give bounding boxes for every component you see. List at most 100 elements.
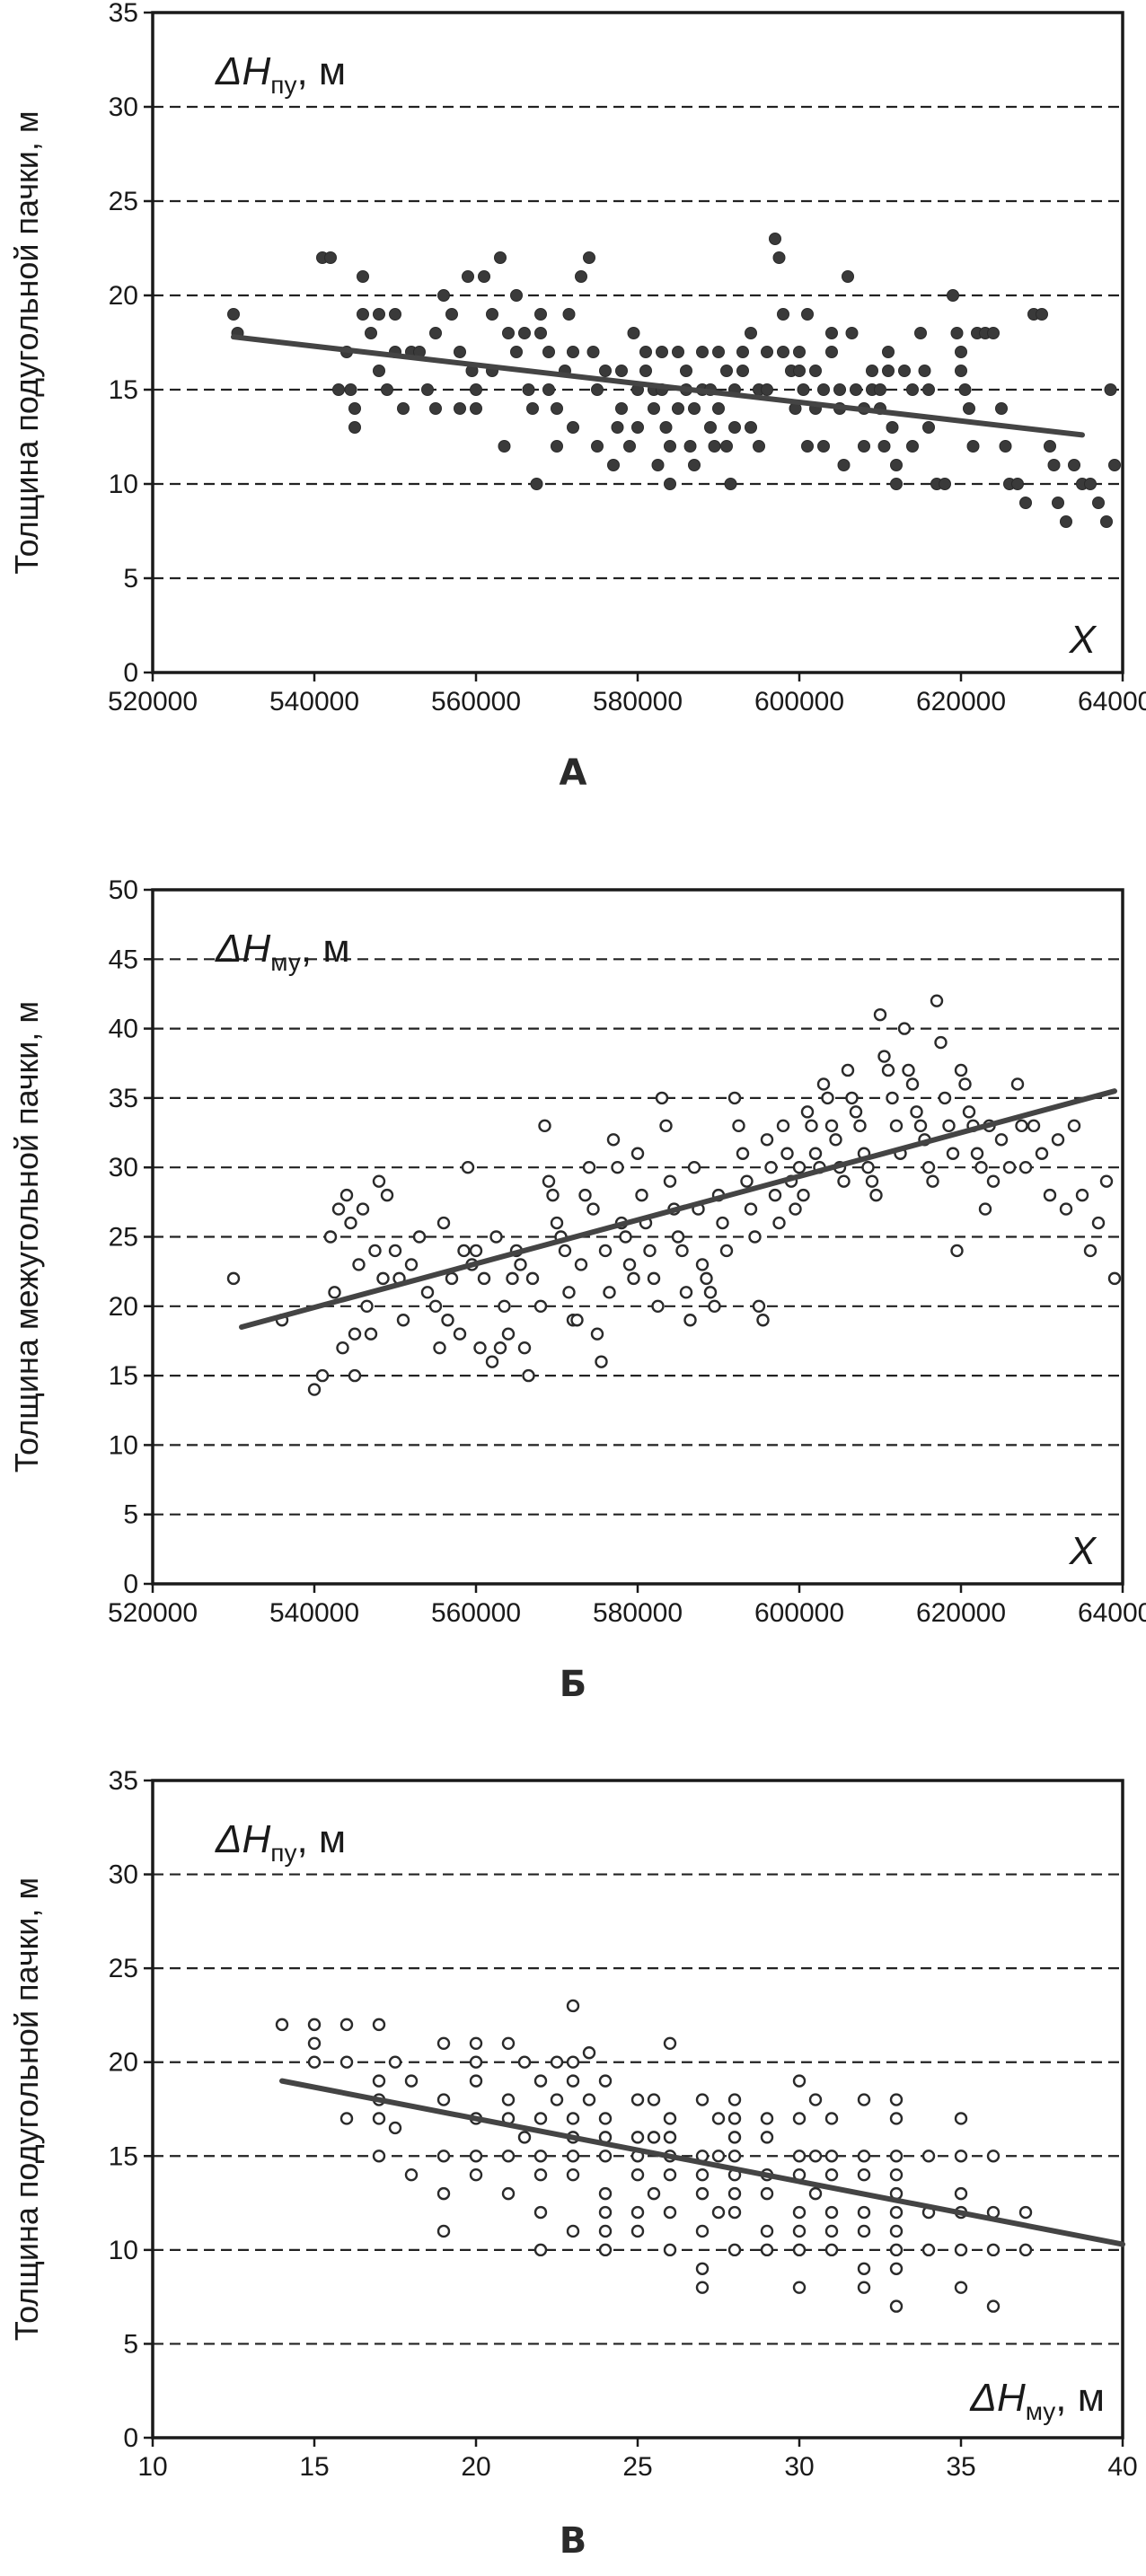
data-point: [372, 2150, 386, 2163]
data-point: [591, 383, 604, 396]
data-point: [727, 2186, 742, 2201]
data-point: [489, 1230, 503, 1244]
y-tick-label: 20: [109, 281, 138, 311]
x-tick-label: 20: [461, 2452, 490, 2482]
x-tick-label: 540000: [269, 687, 359, 717]
data-point: [886, 421, 899, 434]
data-point: [974, 1161, 988, 1174]
data-point: [518, 327, 531, 339]
data-point: [772, 1216, 786, 1230]
data-point: [817, 440, 830, 453]
data-point: [388, 2121, 402, 2135]
data-point: [639, 346, 652, 358]
y-tick-label: 5: [123, 1500, 138, 1530]
data-point: [607, 459, 620, 471]
data-point: [954, 2281, 968, 2294]
data-point: [889, 1119, 904, 1133]
data-point: [469, 2074, 483, 2088]
data-point: [792, 2243, 807, 2257]
data-point: [574, 1258, 588, 1271]
data-point: [780, 1147, 794, 1160]
data-point: [525, 1271, 540, 1286]
data-point: [590, 1327, 604, 1341]
data-point: [849, 1105, 863, 1119]
data-point: [801, 440, 814, 453]
data-point: [792, 2224, 807, 2238]
data-point: [623, 440, 636, 453]
data-point: [926, 1174, 939, 1188]
data-point: [664, 440, 676, 453]
data-point: [376, 1271, 390, 1286]
data-point: [420, 1286, 435, 1299]
data-point: [436, 2093, 451, 2106]
data-point: [809, 365, 822, 377]
data-point: [837, 1174, 851, 1188]
data-point: [921, 1161, 936, 1174]
y-tick-label: 5: [123, 564, 138, 593]
data-point: [324, 251, 337, 264]
data-point: [506, 1271, 519, 1286]
data-point: [898, 365, 911, 377]
data-point: [711, 2112, 726, 2125]
data-point: [736, 1147, 750, 1160]
data-point: [328, 1286, 341, 1299]
data-point: [728, 421, 741, 434]
data-point: [910, 1105, 923, 1119]
data-point: [837, 459, 851, 471]
data-point: [336, 1341, 349, 1355]
data-point: [663, 2112, 677, 2125]
data-point: [307, 2036, 322, 2050]
data-point: [727, 1091, 742, 1105]
data-point: [683, 1314, 697, 1327]
data-point: [921, 2150, 936, 2163]
data-point: [687, 1161, 701, 1174]
data-point: [727, 2093, 742, 2106]
data-point: [793, 365, 806, 377]
data-point: [1083, 1244, 1098, 1258]
data-point: [675, 1244, 689, 1258]
data-point: [877, 1050, 891, 1063]
data-point: [808, 2150, 823, 2163]
data-point: [1036, 308, 1048, 321]
data-point: [824, 2243, 839, 2257]
data-point: [712, 402, 725, 415]
trend-line: [279, 2078, 1125, 2247]
data-point: [865, 1174, 879, 1188]
x-tick-label: 520000: [108, 1598, 198, 1628]
data-point: [339, 2112, 354, 2125]
data-point: [889, 2224, 904, 2238]
data-point: [630, 2205, 645, 2220]
data-point: [857, 2093, 871, 2106]
chart-a-svg: 520000 540000 560000 580000 600000 620000 6400…: [8, 0, 1146, 717]
data-point: [1052, 497, 1064, 509]
data-point: [947, 289, 959, 302]
panel-label-b: Б: [559, 1664, 587, 1705]
data-point: [469, 2036, 483, 2050]
data-point: [615, 402, 628, 415]
data-point: [498, 440, 511, 453]
data-point: [530, 478, 543, 490]
data-point: [882, 346, 895, 358]
data-point: [954, 2243, 968, 2257]
data-point: [429, 402, 442, 415]
data-point: [672, 346, 684, 358]
data-point: [651, 1299, 665, 1313]
data-point: [760, 2112, 774, 2125]
data-point: [954, 2150, 968, 2163]
data-point: [663, 1174, 677, 1188]
data-point: [1099, 1174, 1114, 1188]
data-point: [824, 2224, 839, 2238]
data-point: [939, 478, 951, 490]
data-point: [339, 2018, 354, 2032]
data-point: [575, 270, 587, 283]
data-point: [566, 2074, 580, 2088]
data-point: [1018, 2205, 1033, 2220]
x-tick-label: 15: [299, 2452, 329, 2482]
y-quantity-annotation: ΔHму, м: [215, 927, 350, 976]
y-axis-title: Толщина межугольной пачки, м: [8, 1001, 45, 1473]
data-point: [905, 1077, 920, 1091]
data-point: [598, 2224, 613, 2238]
data-point: [486, 308, 498, 321]
data-point: [760, 2243, 774, 2257]
data-point: [582, 1161, 596, 1174]
